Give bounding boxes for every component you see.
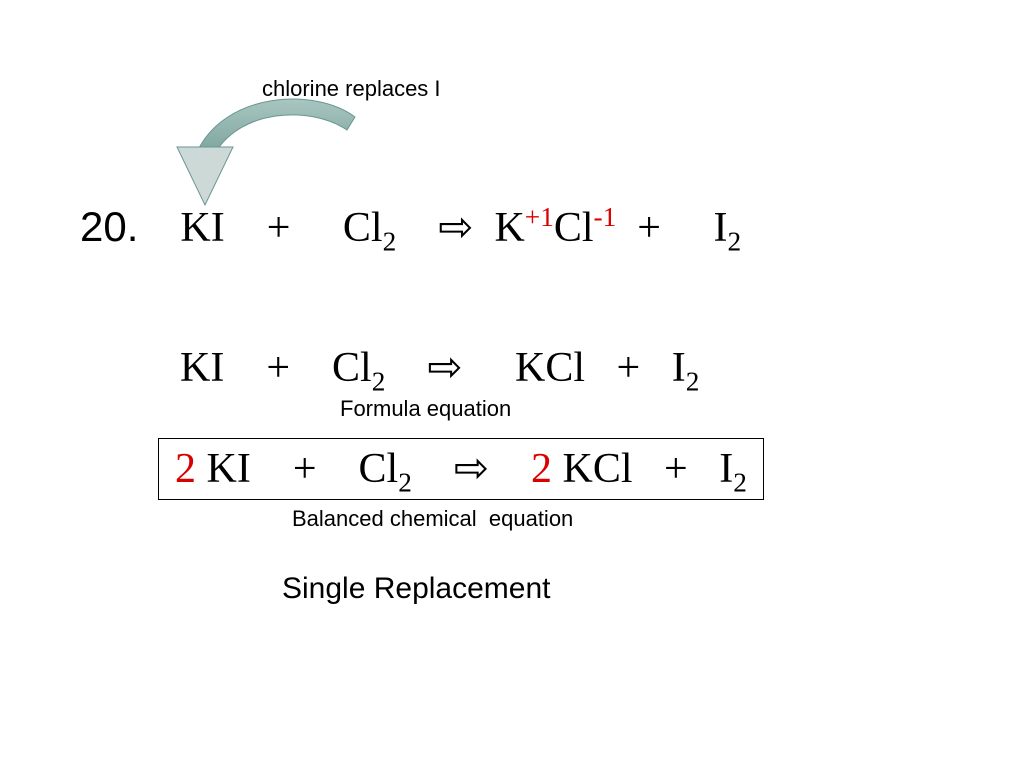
balanced-equation-box: 2 KI + Cl2 ⇨ 2 KCl + I2 — [158, 438, 764, 500]
problem-number: 20. — [80, 203, 138, 250]
curved-arrow-icon — [155, 97, 380, 217]
arrow-icon: ⇨ — [427, 345, 462, 391]
arrow-icon: ⇨ — [438, 205, 473, 251]
formula-equation-label: Formula equation — [340, 396, 511, 422]
arrow-icon: ⇨ — [454, 446, 489, 492]
slide: chlorine replaces I 20. KI + Cl2 ⇨ K+1Cl… — [0, 0, 1024, 768]
equation-2: KI + Cl2 ⇨ KCl + I2 — [180, 342, 699, 392]
balanced-equation-label: Balanced chemical equation — [292, 506, 573, 532]
equation-1: 20. KI + Cl2 ⇨ K+1Cl-1 + I2 — [80, 202, 741, 252]
reaction-type-label: Single Replacement — [282, 572, 551, 606]
